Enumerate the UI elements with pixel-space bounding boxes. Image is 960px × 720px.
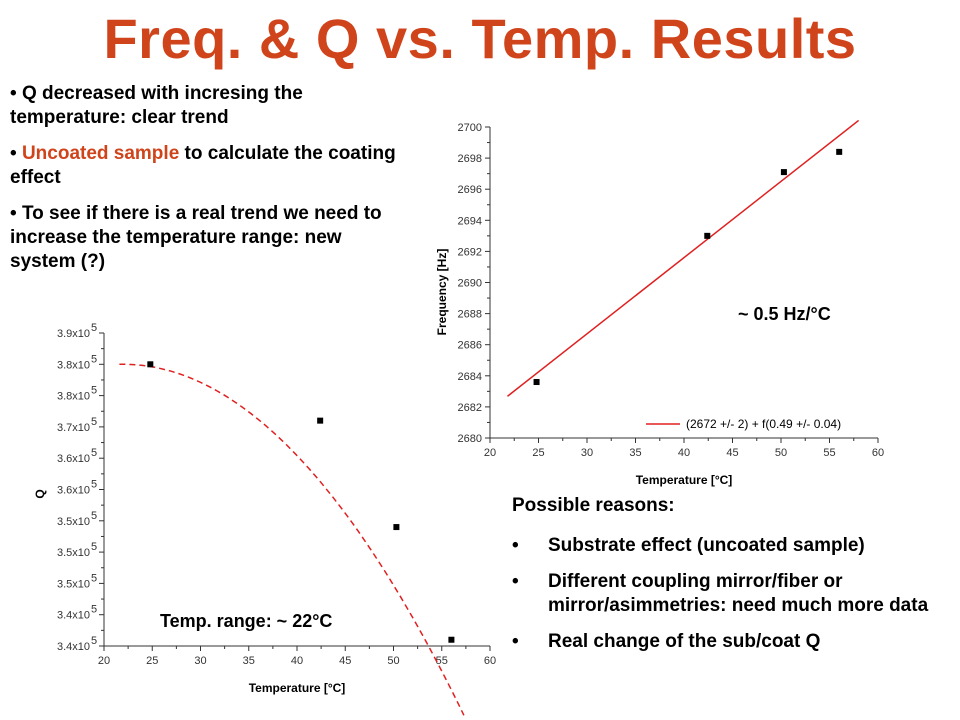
reasons-heading: Possible reasons:	[512, 495, 675, 516]
qc-y-tick-label: 3.6x10	[57, 453, 90, 465]
qc-y-tick-label: 3.4x10	[57, 641, 90, 653]
reason-item-1-text: Substrate effect (uncoated sample)	[548, 535, 865, 556]
fc-y-tick-label: 2684	[458, 371, 482, 383]
fc-y-tick-label: 2688	[458, 309, 482, 321]
qc-data-point	[448, 636, 455, 643]
bullet-symbol: •	[512, 631, 519, 652]
fc-x-tick-label: 60	[872, 447, 884, 459]
qc-y-tick-label: 3.5x10	[57, 547, 90, 559]
freq-legend-label: (2672 +/- 2) + f(0.49 +/- 0.04)	[686, 417, 841, 431]
qc-y-tick-exponent: 5	[91, 353, 97, 365]
fc-data-point	[780, 169, 787, 176]
qc-x-tick-label: 35	[243, 655, 255, 667]
qc-x-tick-label: 30	[194, 655, 206, 667]
qc-x-tick-label: 45	[339, 655, 351, 667]
qc-y-tick-exponent: 5	[91, 572, 97, 584]
reason-item-2-text: Different coupling mirror/fiber or mirro…	[548, 571, 929, 616]
qc-y-tick-label: 3.5x10	[57, 516, 90, 528]
fc-x-tick-label: 25	[532, 447, 544, 459]
bullet-1-text: Q decreased with incresing the temperatu…	[10, 83, 303, 128]
bullet-symbol: •	[512, 571, 519, 592]
qc-x-tick-label: 25	[146, 655, 158, 667]
reason-item-1: • Substrate effect (uncoated sample)	[512, 534, 952, 558]
qc-y-tick-exponent: 5	[91, 635, 97, 647]
qc-data-point	[317, 417, 324, 424]
fc-x-tick-label: 50	[775, 447, 787, 459]
qc-y-tick-exponent: 5	[91, 447, 97, 459]
bullet-2-text: to calculate the coating effect	[10, 143, 396, 188]
bullet-2: • Uncoated sample to calculate the coati…	[10, 142, 410, 190]
qc-y-tick-exponent: 5	[91, 541, 97, 553]
freq-y-axis-label: Frequency [Hz]	[435, 249, 449, 336]
fc-x-tick-label: 45	[726, 447, 738, 459]
qc-y-tick-label: 3.9x10	[57, 328, 90, 340]
bullet-2-accent: Uncoated sample	[21, 143, 180, 164]
qc-fit-curve	[119, 363, 465, 716]
fc-x-tick-label: 55	[823, 447, 835, 459]
fc-y-tick-label: 2700	[458, 122, 482, 134]
fc-data-point	[704, 232, 711, 239]
qc-data-point	[393, 524, 400, 531]
qc-data-point	[147, 361, 154, 368]
possible-reasons: Possible reasons: • Substrate effect (unc…	[512, 494, 952, 666]
freq-x-axis-label: Temperature [°C]	[636, 473, 733, 487]
qc-y-tick-label: 3.8x10	[57, 359, 90, 371]
qc-x-tick-label: 20	[98, 655, 110, 667]
q-temp-range-annotation: Temp. range: ~ 22°C	[160, 611, 332, 631]
qc-y-tick-label: 3.6x10	[57, 485, 90, 497]
bullet-symbol: •	[10, 83, 17, 104]
qc-y-tick-label: 3.8x10	[57, 391, 90, 403]
fc-y-tick-label: 2680	[458, 433, 482, 445]
qc-y-tick-label: 3.5x10	[57, 578, 90, 590]
bullet-3: • To see if there is a real trend we nee…	[10, 202, 410, 274]
q-y-axis-label: Q	[33, 489, 47, 498]
fc-y-tick-label: 2692	[458, 246, 482, 258]
qc-x-tick-label: 55	[436, 655, 448, 667]
q-x-axis-label: Temperature [°C]	[249, 681, 346, 695]
fc-data-point	[533, 379, 540, 386]
fc-fit-line	[506, 119, 860, 397]
fc-y-tick-label: 2682	[458, 402, 482, 414]
qc-y-tick-exponent: 5	[91, 322, 97, 334]
qc-y-tick-label: 3.4x10	[57, 610, 90, 622]
bullet-symbol: •	[10, 143, 17, 164]
reason-item-2: • Different coupling mirror/fiber or mirr…	[512, 570, 952, 618]
qc-y-tick-exponent: 5	[91, 385, 97, 397]
slide-title: Freq. & Q vs. Temp. Results	[103, 7, 857, 70]
qc-y-tick-exponent: 5	[91, 479, 97, 491]
bullet-1: • Q decreased with incresing the tempera…	[10, 82, 410, 130]
reason-item-3: • Real change of the sub/coat Q	[512, 630, 952, 654]
qc-y-tick-exponent: 5	[91, 604, 97, 616]
fc-y-tick-label: 2698	[458, 153, 482, 165]
fc-x-tick-label: 30	[581, 447, 593, 459]
bullet-list: • Q decreased with incresing the tempera…	[10, 82, 410, 286]
fc-y-tick-label: 2694	[458, 215, 482, 227]
qc-x-tick-label: 60	[484, 655, 496, 667]
bullet-3-text: To see if there is a real trend we need …	[10, 203, 382, 272]
fc-x-tick-label: 20	[484, 447, 496, 459]
qc-x-tick-label: 50	[387, 655, 399, 667]
fc-y-tick-label: 2690	[458, 278, 482, 290]
fc-y-tick-label: 2696	[458, 184, 482, 196]
qc-y-tick-label: 3.7x10	[57, 422, 90, 434]
qc-y-tick-exponent: 5	[91, 416, 97, 428]
fc-y-tick-label: 2686	[458, 340, 482, 352]
bullet-symbol: •	[10, 203, 17, 224]
fc-x-tick-label: 40	[678, 447, 690, 459]
fc-x-tick-label: 35	[629, 447, 641, 459]
reason-item-3-text: Real change of the sub/coat Q	[548, 631, 821, 652]
fc-data-point	[836, 148, 843, 155]
bullet-symbol: •	[512, 535, 519, 556]
qc-x-tick-label: 40	[291, 655, 303, 667]
freq-slope-annotation: ~ 0.5 Hz/°C	[738, 304, 831, 324]
qc-y-tick-exponent: 5	[91, 510, 97, 522]
